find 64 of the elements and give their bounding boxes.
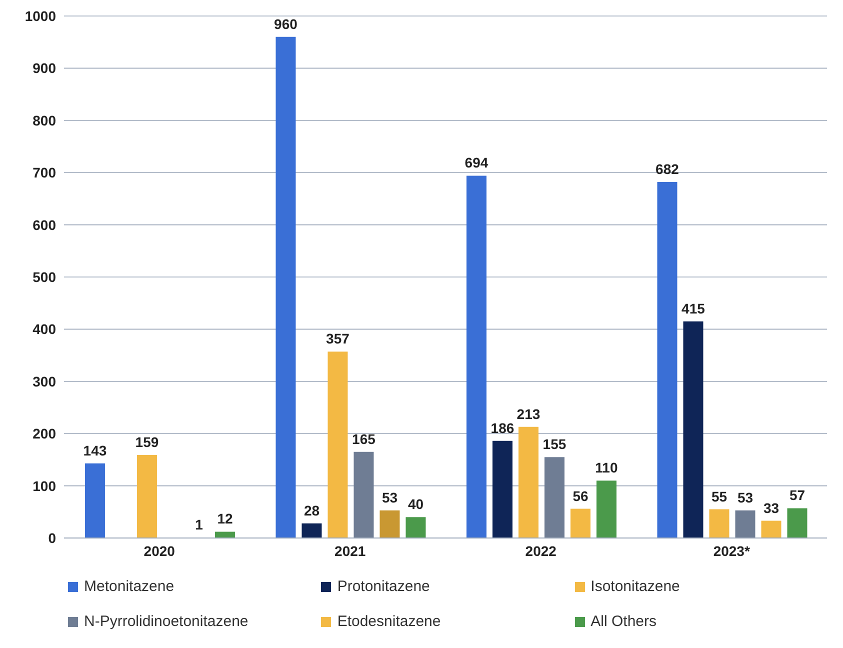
legend-label: Protonitazene — [336, 578, 431, 595]
data-label: 57 — [789, 487, 806, 504]
bar — [302, 523, 322, 538]
y-tick-label: 500 — [32, 268, 56, 285]
bar — [518, 426, 538, 538]
data-label: 110 — [595, 460, 618, 476]
bar — [328, 352, 348, 538]
data-label: 155 — [542, 436, 566, 452]
bar — [761, 520, 782, 538]
y-tick-label: 300 — [32, 373, 56, 390]
data-label: 53 — [382, 489, 398, 506]
data-label: 143 — [83, 442, 107, 458]
x-tick-label: 2022 — [525, 542, 557, 559]
y-tick-label: 800 — [32, 112, 56, 128]
bar — [657, 182, 678, 538]
data-label: 682 — [656, 160, 680, 177]
y-tick-label: 900 — [32, 60, 56, 76]
y-tick-label: 400 — [32, 321, 56, 338]
legend-label: Isotonitazene — [590, 578, 681, 595]
bar — [84, 463, 105, 538]
legend-label: Etodesnitazene — [336, 613, 442, 630]
legend-label: Metonitazene — [83, 578, 176, 595]
bar — [276, 36, 296, 538]
bar — [354, 452, 374, 538]
bar — [466, 176, 486, 538]
x-tick-label: 2020 — [144, 542, 176, 559]
data-label: 357 — [326, 330, 350, 347]
data-label: 159 — [135, 434, 159, 450]
bar — [735, 510, 756, 538]
data-label: 33 — [763, 500, 780, 516]
y-tick-label: 100 — [32, 478, 56, 494]
data-label: 186 — [490, 420, 514, 436]
y-tick-label: 700 — [32, 164, 56, 181]
data-label: 694 — [464, 154, 488, 171]
bar — [380, 510, 400, 538]
data-label: 1 — [195, 516, 204, 532]
bar — [596, 480, 616, 538]
data-label: 960 — [274, 16, 298, 32]
bar — [570, 508, 590, 538]
bar — [683, 321, 704, 538]
data-label: 12 — [217, 510, 233, 527]
data-label: 28 — [304, 502, 320, 518]
y-tick-label: 1000 — [24, 8, 56, 24]
y-tick-label: 0 — [48, 530, 56, 546]
data-label: 165 — [352, 430, 376, 447]
bar — [406, 517, 426, 538]
bar — [214, 532, 235, 538]
data-label: 415 — [682, 300, 706, 316]
bar — [787, 508, 808, 538]
data-label: 53 — [737, 489, 754, 506]
y-tick-label: 200 — [32, 426, 56, 442]
bar — [709, 509, 730, 538]
legend-label: All Others — [590, 613, 658, 630]
x-tick-label: 2021 — [334, 542, 366, 559]
x-tick-label: 2023* — [713, 542, 750, 559]
data-label: 56 — [572, 488, 588, 504]
data-label: 55 — [711, 488, 728, 504]
legend-label: N-Pyrrolidinoetonitazene — [83, 613, 250, 630]
bar — [492, 440, 512, 538]
data-label: 213 — [516, 406, 540, 422]
bar — [544, 457, 564, 538]
bar — [136, 455, 157, 538]
data-label: 40 — [408, 496, 424, 512]
y-tick-label: 600 — [32, 216, 56, 233]
